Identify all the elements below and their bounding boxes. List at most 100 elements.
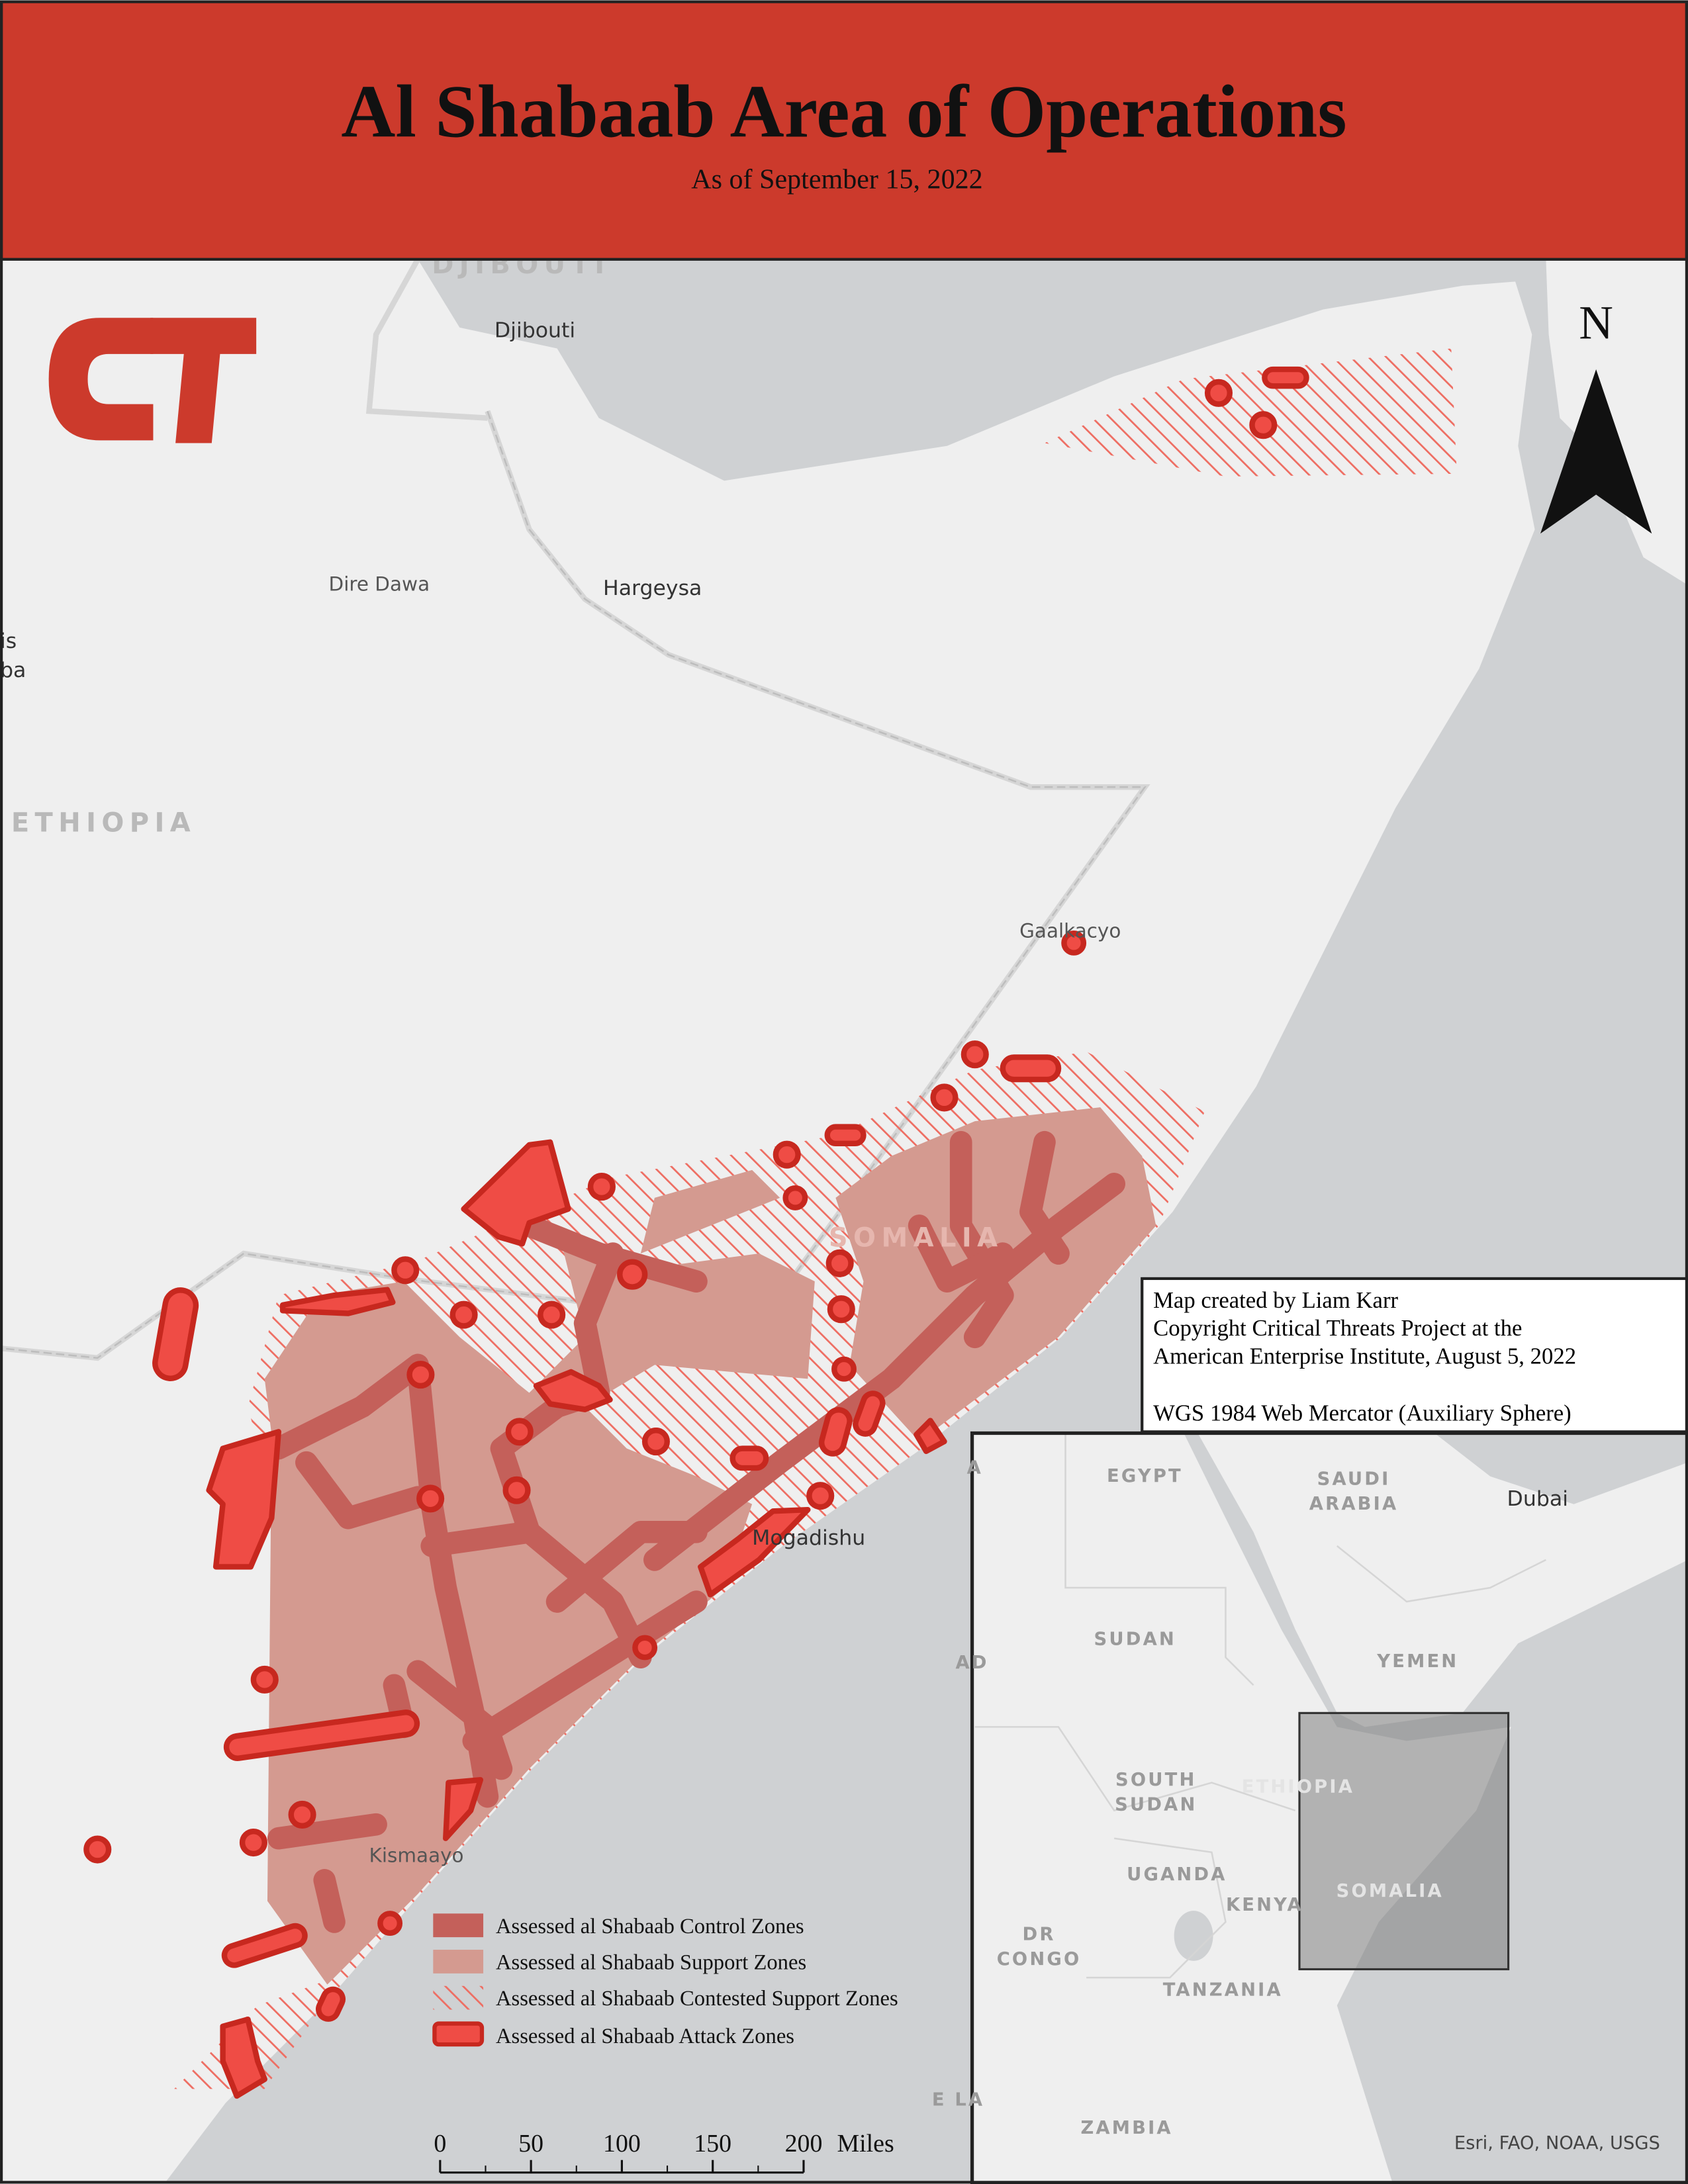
attack-zone-shape bbox=[773, 1140, 801, 1169]
control-zone-shape bbox=[1019, 1130, 1070, 1265]
attack-zone-shape bbox=[279, 1287, 396, 1316]
scale-bar: 0 50 100 150 200 Miles bbox=[434, 2130, 894, 2174]
inset-label: CONGO bbox=[997, 1949, 1082, 1970]
control-zone-shape bbox=[295, 1451, 430, 1529]
inset-map: EGYPT SAUDI ARABIA Dubai SUDAN YEMEN SOUTH SUDA… bbox=[932, 1431, 1688, 2184]
attack-zone-shape bbox=[961, 1040, 989, 1069]
attack-zone-shape bbox=[782, 1185, 808, 1210]
city-label: Mogadishu bbox=[752, 1526, 865, 1550]
subtitle: As of September 15, 2022 bbox=[691, 165, 982, 195]
inset-labels: EGYPT SAUDI ARABIA Dubai SUDAN YEMEN SOUTH SUDA… bbox=[932, 1457, 1568, 2138]
credits: Map created by Liam Karr Copyright Criti… bbox=[1141, 1277, 1688, 1433]
inset-map-shape bbox=[974, 1433, 1546, 1979]
north-arrow: N bbox=[1540, 297, 1652, 534]
inset-label: EGYPT bbox=[1107, 1466, 1183, 1486]
support-zone-shape bbox=[264, 1225, 815, 1985]
attack-zone-shape bbox=[818, 1407, 853, 1457]
inset-sea bbox=[1174, 1433, 1688, 2184]
attack-zone bbox=[83, 366, 1309, 2099]
attack-zone-shape bbox=[825, 1249, 854, 1277]
attack-zone-shape bbox=[416, 1484, 445, 1513]
credit-line: Map created by Liam Karr bbox=[1153, 1287, 1398, 1313]
header: Al Shabaab Area of Operations As of Sept… bbox=[0, 0, 1688, 261]
control-zone-shape bbox=[518, 1214, 708, 1293]
inset-label: ARABIA bbox=[1309, 1494, 1399, 1514]
scale-unit: Miles bbox=[837, 2130, 894, 2158]
inset-label: UGANDA bbox=[1127, 1864, 1227, 1885]
attack-zone-shape bbox=[221, 1923, 308, 1968]
inset-label: ZAMBIA bbox=[1080, 2118, 1172, 2138]
attack-zone-shape bbox=[223, 1709, 420, 1761]
legend-shape bbox=[433, 1950, 484, 1974]
legend-shape bbox=[432, 2021, 485, 2047]
attack-zone-shape bbox=[443, 1777, 484, 1841]
attack-zone-shape bbox=[930, 1083, 959, 1112]
country-label: SOMALIA bbox=[829, 1223, 1004, 1253]
legend: Assessed al Shabaab Control Zones Assess… bbox=[432, 1913, 898, 2048]
basemap-shape-shape bbox=[0, 410, 1147, 1359]
country-label: ETHIOPIA bbox=[11, 808, 196, 839]
city-label: Djibouti bbox=[494, 319, 575, 343]
attack-zone-shape bbox=[632, 1635, 658, 1661]
inset-label: A bbox=[967, 1457, 983, 1478]
inset-label: SOMALIA bbox=[1336, 1881, 1444, 1901]
attack-zone-shape bbox=[391, 1256, 420, 1285]
basemap-shape bbox=[0, 410, 1147, 1359]
logo-shape bbox=[48, 318, 154, 441]
legend-label: Assessed al Shabaab Contested Support Zo… bbox=[496, 1987, 898, 2011]
attack-zone-shape bbox=[239, 1828, 267, 1857]
contested-zone-shape bbox=[1044, 348, 1457, 477]
inset-label: SUDAN bbox=[1115, 1795, 1197, 1815]
inset-label: Dubai bbox=[1507, 1487, 1568, 1511]
header-shape bbox=[0, 0, 1688, 261]
inset-label: YEMEN bbox=[1376, 1651, 1458, 1672]
attack-zone-shape bbox=[853, 1390, 886, 1437]
attack-zone-shape bbox=[505, 1418, 534, 1446]
inset-label: KENYA bbox=[1226, 1895, 1303, 1915]
attack-zone-shape bbox=[538, 1300, 566, 1329]
attack-zone-shape bbox=[152, 1287, 199, 1381]
attack-zone-shape bbox=[806, 1482, 835, 1510]
title: Al Shabaab Area of Operations bbox=[341, 70, 1346, 154]
legend-label: Assessed al Shabaab Attack Zones bbox=[496, 2025, 794, 2048]
attack-zone-shape bbox=[1262, 366, 1309, 389]
inset-label: AD bbox=[955, 1653, 988, 1673]
credit-line: American Enterprise Institute, August 5,… bbox=[1153, 1343, 1576, 1369]
attack-zone-shape bbox=[831, 1356, 857, 1382]
legend-shape bbox=[433, 1913, 484, 1938]
inset-label: E LA bbox=[932, 2090, 984, 2111]
scale-label: 100 bbox=[603, 2130, 641, 2158]
inset-sea-shape bbox=[1174, 1911, 1213, 1961]
attack-zone-shape bbox=[698, 1506, 811, 1598]
inset-map-shape-shape bbox=[1336, 1545, 1546, 1603]
attack-zone-shape bbox=[1204, 379, 1233, 407]
control-zone-shape bbox=[267, 1813, 387, 1850]
attack-zone-shape bbox=[502, 1476, 531, 1504]
scale-label: 150 bbox=[694, 2130, 731, 2158]
inset-label: ETHIOPIA bbox=[1242, 1776, 1354, 1797]
attack-zone-shape bbox=[406, 1361, 435, 1389]
attack-zone-shape bbox=[449, 1300, 478, 1329]
attack-zone-shape bbox=[316, 1986, 346, 2022]
attribution: Esri, FAO, NOAA, USGS bbox=[1454, 2133, 1660, 2154]
attack-zone-shape bbox=[220, 2017, 267, 2099]
control-zone-shape bbox=[643, 1173, 1126, 1571]
scale-label: 200 bbox=[785, 2130, 823, 2158]
inset-label: SOUTH bbox=[1115, 1770, 1196, 1790]
inset-sea-shape bbox=[1184, 1433, 1688, 2184]
north-arrow-shape bbox=[1540, 369, 1652, 534]
inset-label: TANZANIA bbox=[1163, 1979, 1283, 2000]
attack-zone-shape bbox=[377, 1911, 403, 1936]
attack-zone-shape bbox=[1061, 930, 1087, 956]
attack-zone-shape bbox=[824, 1124, 867, 1147]
control-zone-shape bbox=[420, 1521, 652, 1669]
attack-zone-shape bbox=[83, 1835, 112, 1864]
credit-line: Copyright Critical Threats Project at th… bbox=[1153, 1315, 1522, 1341]
inset-label: SAUDI bbox=[1317, 1469, 1391, 1489]
attack-zone-shape bbox=[729, 1445, 769, 1471]
credit-line: WGS 1984 Web Mercator (Auxiliary Sphere) bbox=[1153, 1400, 1571, 1426]
logo bbox=[48, 318, 257, 443]
attack-zone-shape bbox=[1249, 411, 1278, 439]
scale-label: 50 bbox=[518, 2130, 543, 2158]
